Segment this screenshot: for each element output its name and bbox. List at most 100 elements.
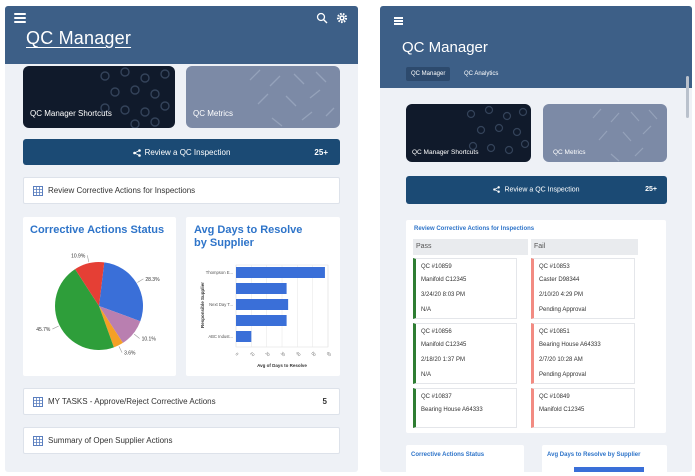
qc-status: Pending Approval bbox=[539, 372, 587, 378]
slice-label: 45.7% bbox=[36, 327, 51, 333]
slice-leader-line bbox=[52, 325, 59, 330]
chart-title: Avg Days to Resolve by Supplier bbox=[194, 224, 303, 249]
slice-label: 10.1% bbox=[142, 336, 157, 342]
button-label: Review a QC Inspection bbox=[144, 148, 231, 157]
qc-manager-shortcuts-tile[interactable]: QC Manager Shortcuts bbox=[406, 104, 531, 162]
circle-pattern-decoration bbox=[466, 105, 530, 155]
my-tasks-row[interactable]: MY TASKS - Approve/Reject Corrective Act… bbox=[23, 388, 340, 415]
gear-icon[interactable] bbox=[336, 12, 348, 24]
review-corrective-actions-row[interactable]: Review Corrective Actions for Inspection… bbox=[23, 177, 340, 204]
pie-slice bbox=[99, 306, 123, 348]
y-axis-label: Responsible Supplier bbox=[200, 282, 205, 328]
bar bbox=[236, 331, 252, 342]
x-tick-label: 30 bbox=[280, 351, 287, 358]
fail-column-header: Fail bbox=[531, 239, 638, 255]
row-label: Review Corrective Actions for Inspection… bbox=[48, 185, 196, 195]
review-corrective-actions-card: Review Corrective Actions for Inspection… bbox=[406, 220, 666, 433]
right-device-view: QC Manager QC Manager QC Analytics QC Ma… bbox=[380, 6, 692, 472]
app-title: QC Manager bbox=[402, 39, 488, 56]
tab-qc-manager[interactable]: QC Manager bbox=[406, 67, 451, 81]
tab-qc-analytics[interactable]: QC Analytics bbox=[464, 71, 499, 77]
review-qc-inspection-button[interactable]: Review a QC Inspection 25+ bbox=[406, 176, 667, 204]
scrollbar[interactable] bbox=[686, 76, 689, 118]
x-axis-label: Avg of Days to Resolve bbox=[257, 363, 307, 368]
tile-label: QC Manager Shortcuts bbox=[412, 149, 479, 156]
bar bbox=[236, 283, 287, 294]
qc-inspection-card[interactable]: QC #10851 Bearing House A64333 2/7/20 10:2… bbox=[531, 323, 635, 384]
bar bbox=[236, 299, 289, 310]
task-count: 5 bbox=[322, 396, 327, 406]
qc-id: QC #10849 bbox=[539, 394, 570, 400]
search-icon[interactable] bbox=[316, 12, 328, 24]
avg-days-to-resolve-card[interactable]: Avg Days to Resolve by Supplier bbox=[542, 445, 667, 472]
bar bbox=[236, 267, 325, 278]
y-tick-label: Next Day T... bbox=[209, 302, 233, 307]
qc-date: 2/18/20 1:37 PM bbox=[421, 357, 466, 363]
app-header: QC Manager QC Manager QC Analytics bbox=[380, 6, 692, 88]
button-label: Review a QC Inspection bbox=[504, 186, 580, 194]
qc-item: Manifold C12345 bbox=[421, 277, 467, 283]
days-bar-chart: 0 10 20 30 40 50 60 Thompson E... Next Day T... A… bbox=[200, 264, 333, 368]
qc-manager-shortcuts-tile[interactable]: QC Manager Shortcuts bbox=[23, 66, 175, 128]
grid-icon bbox=[33, 396, 43, 407]
y-tick-label: ABC Indust... bbox=[208, 334, 233, 339]
slice-leader-line bbox=[133, 333, 140, 339]
x-tick-label: 10 bbox=[249, 351, 256, 358]
x-tick-label: 0 bbox=[235, 351, 241, 357]
hamburger-menu-icon[interactable] bbox=[14, 13, 26, 23]
qc-metrics-tile[interactable]: QC Metrics bbox=[543, 104, 667, 162]
review-qc-inspection-button[interactable]: Review a QC Inspection 25+ bbox=[23, 139, 340, 165]
corrective-actions-status-card[interactable]: Corrective Actions Status 28.3% 10.1% 3.6%… bbox=[23, 217, 176, 376]
qc-inspection-card[interactable]: QC #10856 Manifold C12345 2/18/20 1:37 PM N… bbox=[413, 323, 517, 384]
qc-inspection-card[interactable]: QC #10837 Bearing House A64333 bbox=[413, 388, 517, 428]
qc-id: QC #10851 bbox=[539, 329, 570, 335]
pie-slice bbox=[54, 269, 114, 350]
qc-metrics-tile[interactable]: QC Metrics bbox=[186, 66, 340, 128]
summary-open-supplier-actions-row[interactable]: Summary of Open Supplier Actions bbox=[23, 427, 340, 454]
row-label: Summary of Open Supplier Actions bbox=[48, 435, 173, 445]
qc-inspection-card[interactable]: QC #10853 Caster D98344 2/10/20 4:29 PM Pen… bbox=[531, 258, 635, 319]
x-tick-label: 40 bbox=[295, 351, 302, 358]
line-pattern-decoration bbox=[592, 108, 658, 162]
tile-label: QC Metrics bbox=[193, 109, 233, 118]
app-title[interactable]: QC Manager bbox=[26, 28, 132, 48]
pie-slice bbox=[99, 262, 143, 322]
slice-label: 10.9% bbox=[71, 253, 86, 259]
qc-status: N/A bbox=[421, 307, 432, 313]
chart-title: Corrective Actions Status bbox=[30, 224, 165, 236]
card-title[interactable]: Review Corrective Actions for Inspection… bbox=[414, 226, 535, 232]
pie-slice bbox=[99, 306, 141, 343]
status-pie-chart: 28.3% 10.1% 3.6% 45.7% 10.9% bbox=[36, 253, 160, 357]
bar-preview bbox=[574, 467, 644, 472]
slice-label: 28.3% bbox=[145, 277, 160, 283]
avg-days-to-resolve-card[interactable]: Avg Days to Resolve by Supplier 0 10 20 30 40… bbox=[186, 217, 340, 376]
qc-date: 2/7/20 10:28 AM bbox=[539, 357, 583, 363]
bar bbox=[236, 315, 287, 326]
x-tick-label: 50 bbox=[310, 351, 317, 358]
qc-inspection-card[interactable]: QC #10859 Manifold C12345 3/24/20 8:03 PM N… bbox=[413, 258, 517, 319]
qc-inspection-card[interactable]: QC #10849 Manifold C12345 bbox=[531, 388, 635, 428]
tile-label: QC Manager Shortcuts bbox=[30, 109, 112, 118]
share-icon bbox=[132, 149, 141, 157]
inspection-count-badge: 25+ bbox=[314, 148, 328, 157]
grid-icon bbox=[33, 435, 43, 446]
tile-label: QC Metrics bbox=[553, 149, 586, 156]
line-pattern-decoration bbox=[249, 69, 335, 127]
qc-status: N/A bbox=[421, 372, 432, 378]
grid-icon bbox=[33, 185, 43, 196]
card-title: Corrective Actions Status bbox=[411, 452, 485, 458]
slice-leader-line bbox=[86, 255, 90, 263]
qc-item: Bearing House A64333 bbox=[421, 407, 483, 413]
qc-item: Manifold C12345 bbox=[539, 407, 585, 413]
y-tick-label: Thompson E... bbox=[206, 270, 233, 275]
left-device-view: QC Manager QC Manager Shortcuts bbox=[5, 6, 358, 472]
card-title: Avg Days to Resolve by Supplier bbox=[547, 452, 641, 458]
corrective-actions-status-card[interactable]: Corrective Actions Status bbox=[406, 445, 524, 472]
slice-label: 3.6% bbox=[124, 351, 136, 357]
x-tick-label: 20 bbox=[264, 351, 271, 358]
pie-slice bbox=[75, 262, 105, 306]
qc-item: Caster D98344 bbox=[539, 277, 580, 283]
hamburger-menu-icon[interactable] bbox=[394, 17, 403, 25]
qc-id: QC #10837 bbox=[421, 394, 452, 400]
